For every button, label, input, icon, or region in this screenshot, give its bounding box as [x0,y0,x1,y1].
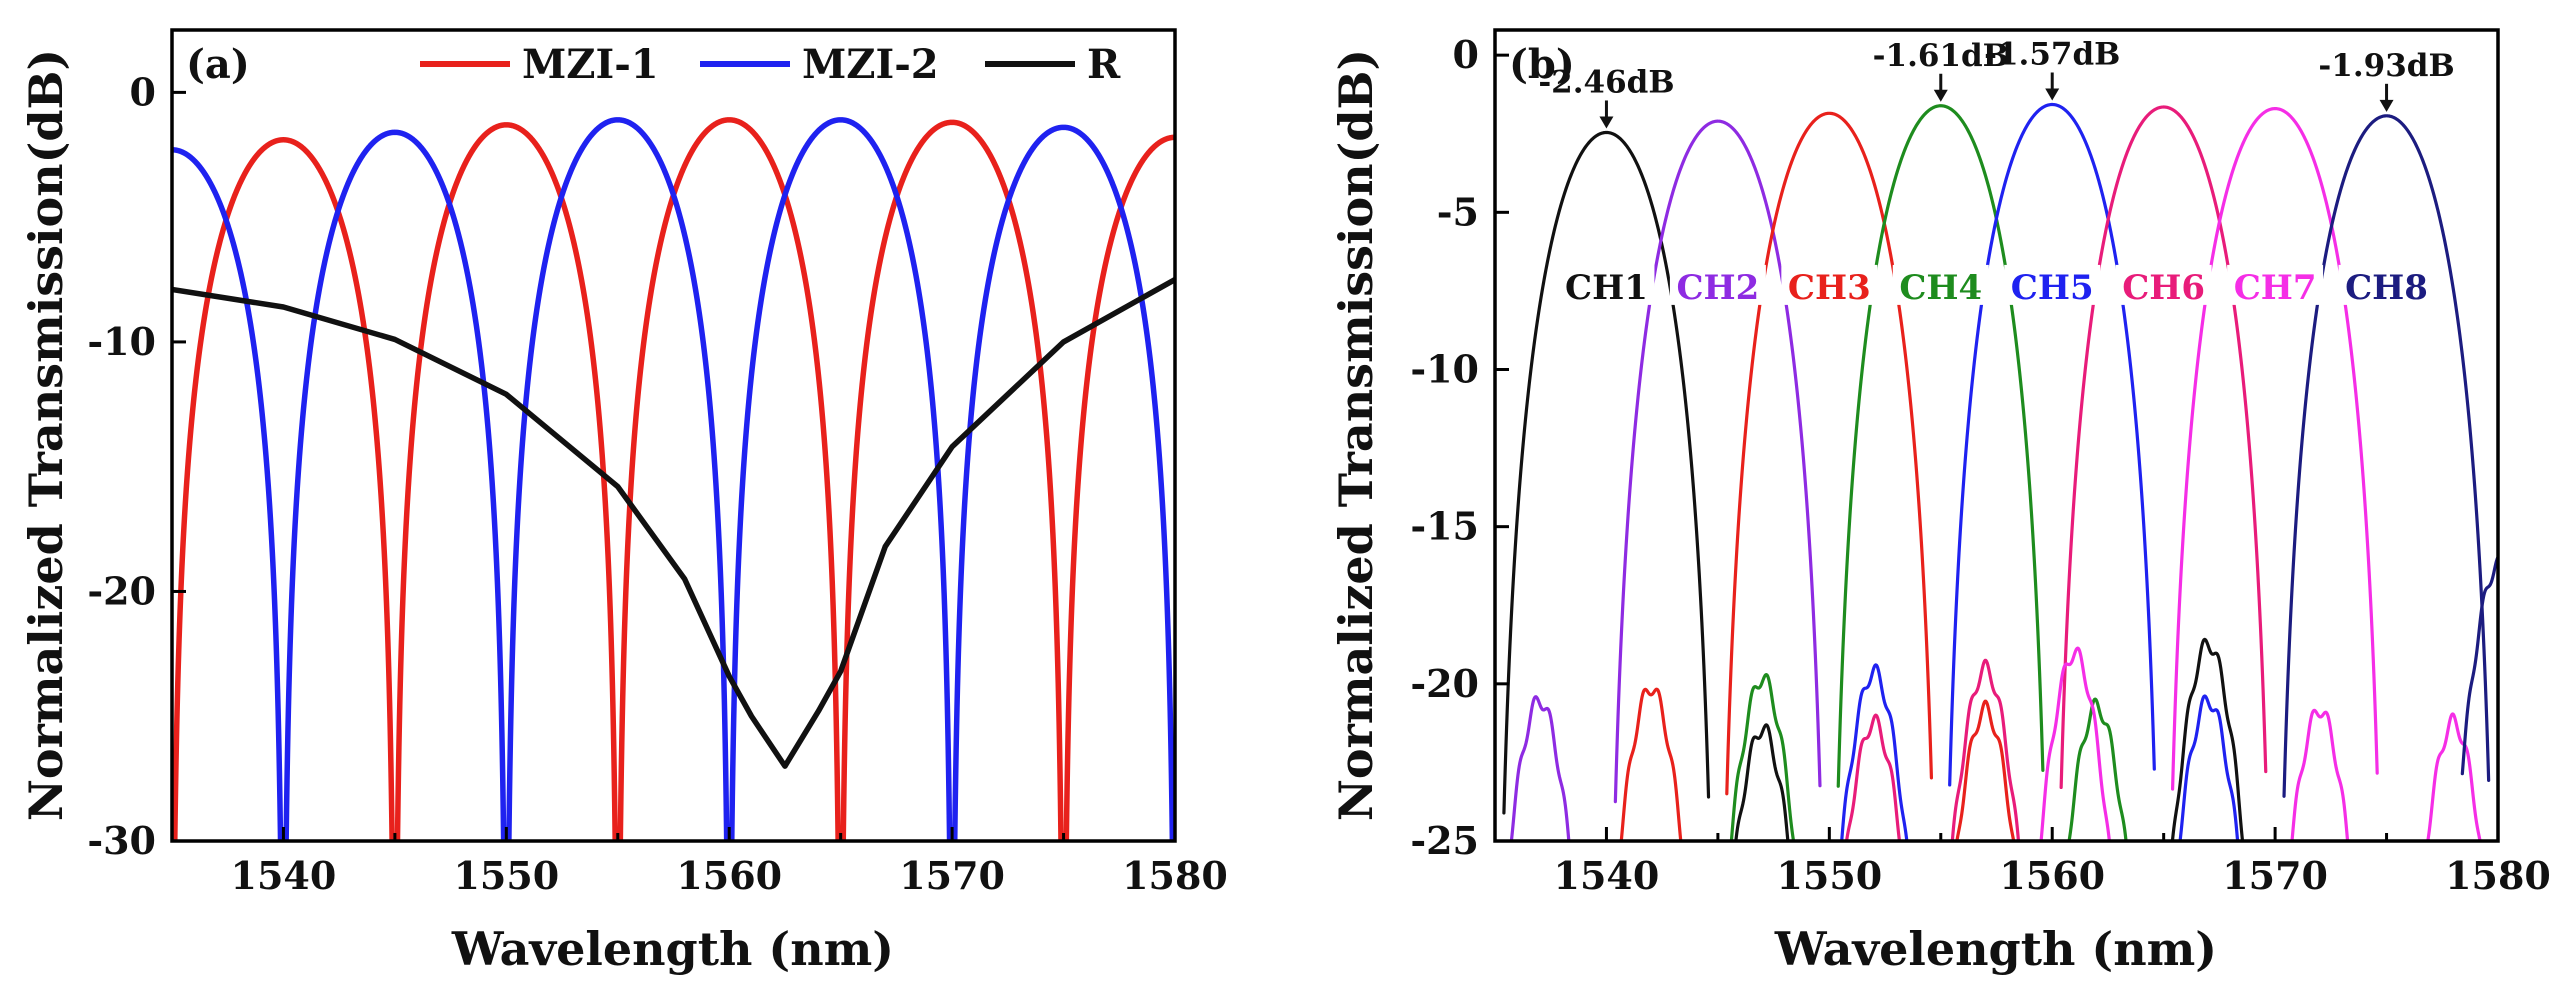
panel-a: 1540 1550 1560 1570 1580 0 -10 -20 -30 (a) MZI-1… [19,28,1228,976]
panel-b-series-ch5 [1840,102,2240,841]
channel-label-ch2: CH2 [1676,268,1759,308]
panel-b-y-axis-label: Normalized Transmission(dB) [1329,49,1383,821]
annotation-arrow-head [1599,116,1614,129]
panel-a-legend: MZI-1 MZI-2 R [420,41,1121,88]
channel-label-background [2004,264,2101,305]
panel-b-y-tick-label: -5 [1437,189,1479,234]
panel-b-y-tick-label: -25 [1410,818,1479,863]
annotation-arrow-head [2045,88,2060,101]
panel-b-y-tick-label: -15 [1410,504,1479,549]
channel-label-background [1892,264,1989,305]
panel-b-axes: 1540 1550 1560 1570 1580 0 -5 -10 -15 -20 -25 [1410,32,2551,898]
panel-b-y-tick-label: -10 [1410,346,1479,391]
channel-label-ch3: CH3 [1788,268,1871,308]
channel-label-background [2115,264,2212,305]
channel-side-lobe [1734,723,1790,841]
panel-a-x-tick-label: 1580 [1122,853,1228,898]
panel-b-series-ch1 [1502,130,2245,841]
panel-b-plot-area [1502,102,2498,841]
channel-side-lobe [1509,695,1571,841]
panel-a-series-mzi-1 [172,117,1175,841]
channel-side-lobe [1844,713,1902,841]
annotation-label-1-57db: -1.57dB [1984,36,2120,72]
annotation-label-1-61db: -1.61dB [1873,38,2009,74]
panel-b-x-axis-label: Wavelength (nm) [1774,922,2217,976]
panel-b-x-tick-label: 1550 [1776,853,1882,898]
panel-a-axes: 1540 1550 1560 1570 1580 0 -10 -20 -30 [87,69,1228,898]
panel-b-series-ch4 [1729,104,2128,841]
channel-label-background [1781,264,1878,305]
channel-side-lobe [1840,663,1909,841]
channel-main-lobe [1725,111,1934,796]
panel-b-x-tick-label: 1580 [2445,853,2551,898]
panel-b-x-tick-label: 1540 [1554,853,1660,898]
panel-a-label: (a) [186,41,250,88]
panel-a-y-tick-label: -30 [87,818,156,863]
channel-side-lobe [2067,697,2128,841]
panel-b-y-tick-label: -20 [1410,661,1479,706]
channel-main-lobe [2282,114,2491,798]
annotation-label-2-46db: -2.46dB [1538,64,1674,100]
legend-label-mzi-1: MZI-1 [522,41,659,88]
channel-side-lobe [1950,658,2021,841]
panel-a-x-tick-label: 1550 [453,853,559,898]
channel-main-lobe [2170,106,2379,791]
channel-side-lobe [2426,712,2482,841]
channel-main-lobe [2059,105,2268,790]
legend-label-r: R [1087,41,1121,88]
channel-side-lobe [1619,687,1683,841]
panel-b-y-tick-label: 0 [1453,32,1479,77]
annotation-arrow-head [2379,99,2394,112]
channel-label-background [2338,264,2435,305]
panel-b-annotations: -2.46dB -1.61dB-1.57dB -1.93dB [1538,36,2455,129]
panel-b-series-ch8 [2282,114,2498,798]
panel-b-frame [1493,28,2500,843]
channel-side-lobe [1955,699,2016,841]
annotation-label-1-93db: -1.93dB [2318,48,2454,84]
channel-label-ch8: CH8 [2345,268,2428,308]
panel-a-y-tick-label: -20 [87,568,156,613]
channel-label-background [2227,264,2324,305]
panel-a-series-mzi-2 [172,117,1175,841]
channel-label-ch7: CH7 [2234,268,2317,308]
legend-label-mzi-2: MZI-2 [802,41,939,88]
panel-a-plot-area [172,117,1175,841]
panel-b-channel-labels: CH1 CH2 CH3 CH4 CH5 CH6 CH7 CH8 [1558,264,2435,308]
panel-a-series-r [172,276,1175,769]
channel-label-ch4: CH4 [1899,268,1982,308]
channel-label-ch5: CH5 [2011,268,2094,308]
panel-b-series-ch6 [1844,105,2268,841]
annotation-arrow-head [1933,89,1948,102]
channel-main-lobe [1613,119,1822,804]
panel-a-y-tick-label: -10 [87,319,156,364]
channel-side-lobe [2178,694,2240,841]
panel-b-x-tick-label: 1570 [2222,853,2328,898]
channel-side-lobe [2170,637,2245,841]
panel-b-x-tick-label: 1560 [1999,853,2105,898]
channel-label-background [1558,264,1655,305]
panel-b-label: (b) [1509,41,1575,88]
channel-side-lobe [1729,672,1796,841]
panel-a-frame [170,28,1177,843]
channel-side-lobe [2290,708,2350,841]
panel-a-y-axis-label: Normalized Transmission(dB) [19,49,73,821]
panel-a-x-tick-label: 1570 [899,853,1005,898]
panel-a-x-tick-label: 1540 [231,853,337,898]
channel-side-lobe [2039,646,2111,841]
panel-a-x-axis-label: Wavelength (nm) [451,922,894,976]
panel-a-y-tick-label: 0 [130,69,156,114]
channel-label-ch6: CH6 [2122,268,2205,308]
channel-label-background [1669,264,1766,305]
channel-main-lobe [1502,130,1711,815]
panel-a-x-tick-label: 1560 [676,853,782,898]
channel-label-ch1: CH1 [1565,268,1648,308]
